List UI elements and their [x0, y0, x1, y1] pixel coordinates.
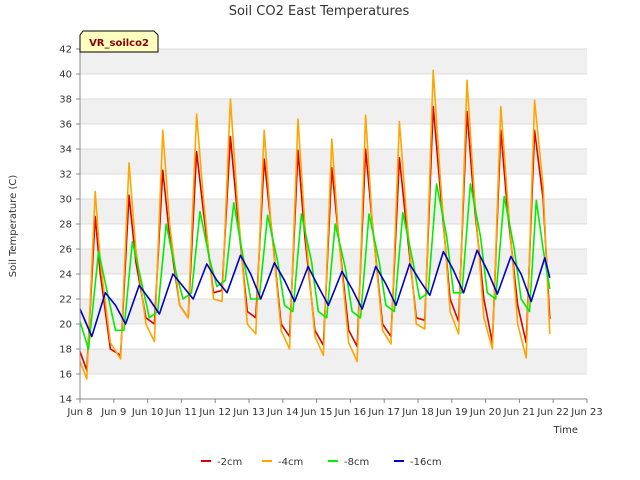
plot-band [80, 349, 587, 374]
x-tick-label: Jun 23 [570, 407, 603, 418]
plot-band [80, 49, 587, 74]
chart-title: Soil CO2 East Temperatures [229, 4, 410, 19]
x-axis-ticks: Jun 8 Jun 9 Jun 10 Jun 11 Jun 12 Jun 13 Jun 14… [66, 399, 603, 418]
legend-label: -4cm [278, 457, 303, 468]
x-tick-label: Jun 16 [334, 407, 367, 418]
badge: VR_soilco2 [79, 30, 159, 53]
y-tick-label: 24 [59, 270, 72, 281]
badge-label: VR_soilco2 [89, 38, 149, 49]
x-tick-label: Jun 20 [469, 407, 502, 418]
plot-band [80, 199, 587, 224]
legend-label: -16cm [410, 457, 442, 468]
x-tick-label: Jun 17 [367, 407, 400, 418]
y-tick-label: 30 [59, 195, 72, 206]
y-tick-label: 34 [59, 145, 72, 156]
x-tick-label: Jun 11 [165, 407, 198, 418]
series-line-4cmcm [79, 69, 551, 380]
plot-band [80, 99, 587, 124]
legend-label: -2cm [217, 457, 242, 468]
plot-band [80, 249, 587, 274]
legend: -2cm -4cm -8cm -16cm [201, 457, 442, 468]
y-tick-label: 38 [59, 95, 72, 106]
x-tick-label: Jun 14 [266, 407, 299, 418]
y-tick-label: 26 [59, 245, 72, 256]
x-tick-label: Jun 18 [401, 407, 434, 418]
y-tick-label: 32 [59, 170, 72, 181]
badge-box [79, 30, 159, 53]
legend-label: -8cm [344, 457, 369, 468]
x-tick-label: Jun 8 [66, 407, 92, 418]
y-tick-label: 20 [59, 320, 72, 331]
y-tick-label: 40 [59, 70, 72, 81]
y-axis-ticks: 14 16 18 20 22 24 26 28 30 32 34 36 38 40 42 [59, 45, 80, 406]
x-tick-label: Jun 15 [300, 407, 333, 418]
series-group [79, 69, 551, 380]
series-line-16cmcm [79, 249, 551, 338]
y-axis-label: Soil Temperature (C) [8, 175, 19, 278]
plot-band [80, 299, 587, 324]
x-axis-label: Time [553, 425, 578, 436]
y-tick-label: 36 [59, 120, 72, 131]
y-tick-label: 42 [59, 45, 72, 56]
x-tick-label: Jun 22 [536, 407, 569, 418]
y-tick-label: 22 [59, 295, 72, 306]
y-tick-label: 18 [59, 345, 72, 356]
y-tick-label: 16 [59, 370, 72, 381]
x-tick-label: Jun 9 [100, 407, 126, 418]
x-tick-label: Jun 10 [131, 407, 164, 418]
x-tick-label: Jun 21 [503, 407, 536, 418]
y-tick-label: 14 [59, 395, 72, 406]
x-tick-label: Jun 19 [435, 407, 468, 418]
series-line-8cmcm [79, 183, 551, 350]
x-tick-label: Jun 13 [232, 407, 265, 418]
x-tick-label: Jun 12 [198, 407, 231, 418]
y-tick-label: 28 [59, 220, 72, 231]
